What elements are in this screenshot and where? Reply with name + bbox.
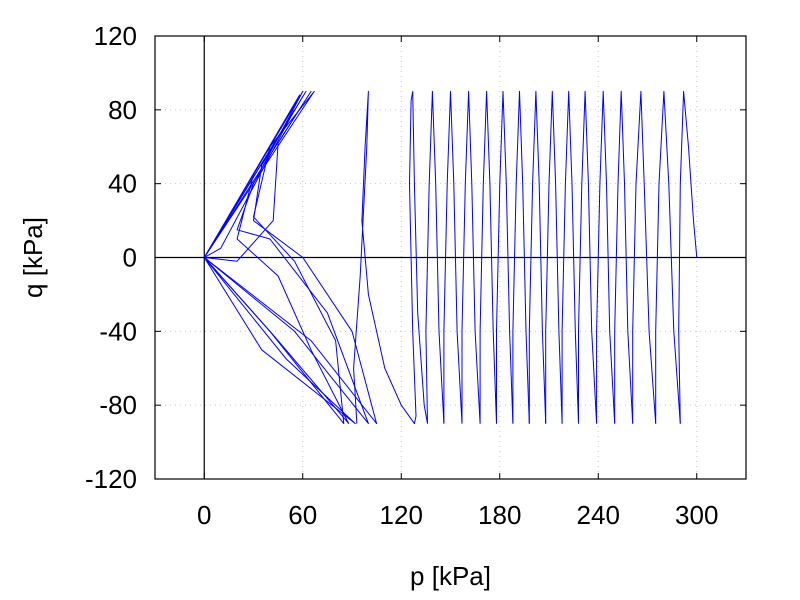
series-1 xyxy=(203,90,698,425)
stress-path-segment xyxy=(512,90,530,424)
stress-path-segment xyxy=(203,109,295,258)
y-tick-label: -40 xyxy=(99,316,137,346)
stress-path-segment xyxy=(203,94,350,425)
stress-path-segment xyxy=(678,90,698,424)
y-tick-labels: -120 -80 -40 0 40 80 120 xyxy=(85,21,137,494)
x-tick-label: 240 xyxy=(577,500,620,530)
stress-path-segment xyxy=(545,90,563,424)
x-tick-labels: 0 60 120 180 240 300 xyxy=(197,500,718,530)
y-tick-label: 0 xyxy=(123,243,137,273)
x-tick-label: 60 xyxy=(288,500,317,530)
data-series xyxy=(203,90,698,425)
zero-lines xyxy=(155,36,746,479)
y-tick-label: 80 xyxy=(108,95,137,125)
stress-path-segment xyxy=(561,90,579,424)
x-tick-label: 300 xyxy=(675,500,718,530)
stress-path-segment xyxy=(443,90,463,424)
x-axis-label: p [kPa] xyxy=(410,561,491,591)
x-tick-label: 120 xyxy=(380,500,423,530)
y-tick-label: 40 xyxy=(108,169,137,199)
x-tick-label: 0 xyxy=(197,500,211,530)
stress-path-segment xyxy=(632,90,657,424)
x-tick-label: 180 xyxy=(478,500,521,530)
stress-path-segment xyxy=(461,90,481,424)
y-tick-label: -120 xyxy=(85,464,137,494)
stress-path-segment xyxy=(353,90,417,425)
stress-path-segment xyxy=(203,90,312,262)
stress-path-segment xyxy=(203,257,356,425)
stress-path-segment xyxy=(614,90,634,424)
stress-path-segment xyxy=(425,90,445,424)
stress-path-segment xyxy=(578,90,598,424)
y-tick-label: 120 xyxy=(94,21,137,51)
stress-path-segment xyxy=(496,90,514,424)
stress-path-segment xyxy=(412,91,428,424)
stress-path-segment xyxy=(528,90,547,424)
stress-path-segment xyxy=(596,90,616,424)
y-tick-label: -80 xyxy=(99,390,137,420)
stress-path-segment xyxy=(479,90,497,424)
tick-marks xyxy=(155,35,746,480)
stress-path-segment xyxy=(655,90,681,424)
y-axis-label: q [kPa] xyxy=(18,217,48,298)
